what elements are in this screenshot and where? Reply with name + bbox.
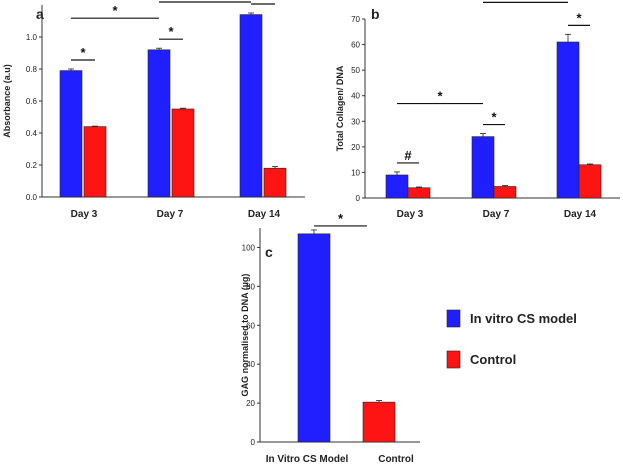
panel-b-y-tick-label: 30 <box>351 117 360 126</box>
panel-b-panel-label: b <box>371 6 380 22</box>
panel-a-significance-mark: * <box>202 0 208 2</box>
panel-b-y-tick-label: 40 <box>351 92 360 101</box>
panel-a-y-axis-label: Absorbance (a.u) <box>2 64 12 138</box>
panel-a-category-label: Day 7 <box>157 209 184 220</box>
panel-a-series2-bar <box>83 126 107 198</box>
panel-a-panel-label: a <box>36 6 44 22</box>
panel-c-y-tick-label: 80 <box>246 282 255 291</box>
panel-a-y-tick-label: 0.0 <box>26 193 38 202</box>
panel-a-significance-mark: * <box>80 45 86 60</box>
panel-c-category-label: In Vitro CS Model <box>266 454 349 464</box>
panel-a-significance-mark: * <box>260 0 266 4</box>
panel-a-y-tick-label: 1.0 <box>26 33 38 42</box>
panel-b-significance-mark: * <box>576 10 582 25</box>
panel-a-category-label: Day 14 <box>248 209 281 220</box>
panel-b-category-label: Day 3 <box>397 209 424 220</box>
panel-b-series2-bar <box>578 164 602 199</box>
panel-b-y-tick-label: 60 <box>351 41 360 50</box>
panel-b-significance-mark: * <box>437 89 443 104</box>
panel-c-panel-label: c <box>265 244 273 260</box>
panel-c-y-tick-label: 0 <box>251 438 256 447</box>
panel-c-bar-1-bar <box>297 233 331 443</box>
panel-a-y-tick-label: 0.4 <box>26 129 38 138</box>
panel-c-bar-2-bar <box>362 401 396 443</box>
panel-b-y-axis-label: Total Collagen/ DNA <box>335 65 345 151</box>
panel-b-significance-mark: * <box>491 110 497 125</box>
legend-label: In vitro CS model <box>470 311 577 326</box>
panel-a-series1-bar <box>239 14 263 198</box>
panel-a-series2-bar <box>263 167 287 198</box>
panel-c-category-label: Control <box>378 454 414 464</box>
panel-b-category-label: Day 7 <box>483 209 510 220</box>
panel-a-significance-mark: * <box>112 3 118 18</box>
panel-b-series2-bar <box>493 186 517 199</box>
panel-a-y-tick-label: 0.8 <box>26 65 38 74</box>
panel-b-series2-bar <box>407 187 431 199</box>
panel-b-significance-mark: * <box>523 0 529 2</box>
panel-b-series1-bar <box>556 41 580 199</box>
panel-a-series1-bar <box>59 70 83 198</box>
panel-a-category-label: Day 3 <box>71 209 98 220</box>
panel-b-y-tick-label: 20 <box>351 143 360 152</box>
panel-a-significance-mark: * <box>168 24 174 39</box>
panel-c-y-tick-label: 100 <box>242 243 256 252</box>
panel-b-series1-bar <box>471 136 495 199</box>
panel-b-series1-bar <box>385 174 409 199</box>
panel-c-y-axis-label: GAG normalised to DNA (µg) <box>240 274 250 397</box>
panel-b-significance-mark: # <box>404 148 412 163</box>
panel-b-category-label: Day 14 <box>564 209 597 220</box>
legend-label: Control <box>470 352 516 367</box>
panel-a-y-tick-label: 0.6 <box>26 97 38 106</box>
panel-c-y-tick-label: 40 <box>246 360 255 369</box>
panel-c-y-tick-label: 60 <box>246 321 255 330</box>
panel-c-significance-mark: * <box>338 211 344 226</box>
panel-b-y-tick-label: 10 <box>351 168 360 177</box>
panel-b-y-tick-label: 70 <box>351 15 360 24</box>
panel-b-y-tick-label: 50 <box>351 66 360 75</box>
legend-swatch <box>446 350 461 369</box>
panel-a-series2-bar <box>171 108 195 198</box>
panel-b-y-tick-label: 0 <box>356 194 361 203</box>
panel-a-series1-bar <box>147 49 171 198</box>
legend-swatch <box>446 309 461 328</box>
panel-a-y-tick-label: 0.2 <box>26 161 38 170</box>
panel-c-y-tick-label: 20 <box>246 399 255 408</box>
